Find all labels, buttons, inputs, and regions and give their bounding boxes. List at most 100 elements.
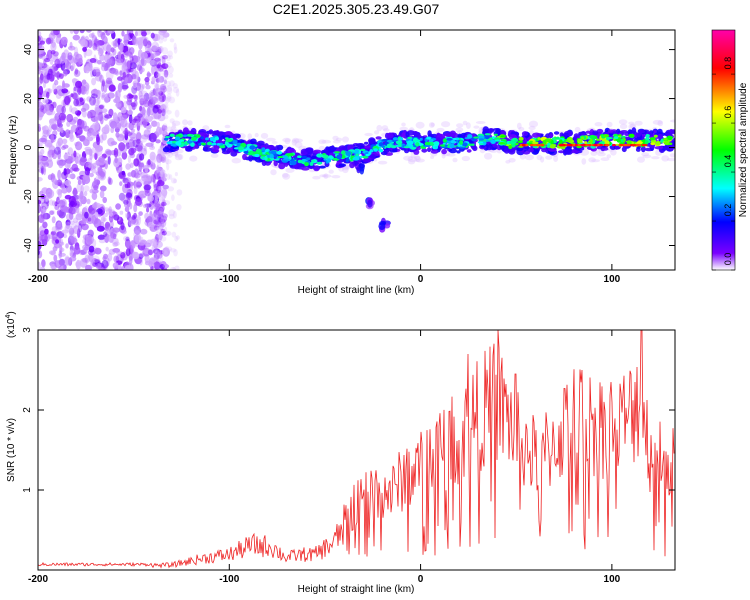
noise-blob [93, 202, 97, 211]
noise-blob [93, 88, 98, 94]
noise-blob [160, 214, 168, 220]
noise-blob [57, 149, 61, 160]
band-blob [585, 130, 591, 134]
noise-blob [90, 129, 97, 139]
noise-blob [69, 252, 73, 257]
band-blob [242, 153, 247, 161]
noise-blob [42, 75, 50, 84]
band-blob [202, 147, 212, 152]
noise-blob [121, 265, 125, 270]
noise-blob [77, 228, 81, 239]
noise-blob [38, 91, 42, 101]
noise-blob [125, 264, 131, 270]
noise-blob [103, 93, 110, 104]
noise-blob [78, 223, 83, 233]
noise-blob [160, 172, 164, 178]
noise-blob [171, 128, 177, 133]
noise-blob [94, 89, 102, 96]
noise-blob [157, 108, 162, 114]
noise-blob [168, 96, 176, 104]
noise-blob [52, 124, 58, 131]
noise-blob [62, 98, 66, 108]
noise-blob [79, 190, 84, 200]
noise-blob [83, 190, 88, 197]
band-blob [330, 145, 335, 153]
noise-blob [133, 212, 138, 219]
noise-blob [146, 71, 151, 79]
band-core [615, 143, 620, 146]
colorbar-tick-label: 0.4 [723, 155, 733, 168]
noise-blob [175, 88, 180, 97]
noise-blob [103, 30, 108, 33]
band-blob [466, 149, 472, 153]
noise-blob [148, 93, 152, 98]
noise-blob [104, 226, 110, 231]
noise-blob [129, 248, 134, 253]
noise-blob [175, 235, 180, 240]
band-blob [482, 126, 490, 134]
noise-blob [166, 96, 172, 102]
noise-blob [155, 241, 163, 248]
noise-blob [92, 162, 97, 170]
band-core [341, 150, 346, 156]
noise-blob [58, 112, 67, 121]
noise-blob [51, 200, 56, 207]
band-blob [208, 129, 214, 135]
noise-blob [38, 123, 41, 128]
noise-blob [161, 56, 166, 66]
noise-blob [128, 47, 135, 55]
snr-y-tick-label: 2 [22, 407, 33, 413]
band-blob [421, 148, 428, 153]
snr-x-tick-label: 100 [604, 574, 621, 585]
band-core [484, 133, 491, 136]
band-core [175, 141, 182, 146]
noise-blob [143, 203, 148, 209]
band-core [479, 138, 484, 141]
noise-blob [143, 192, 148, 197]
band-halo [408, 159, 416, 165]
band-halo [430, 122, 435, 127]
noise-blob [164, 159, 172, 165]
band-core [219, 145, 226, 149]
band-halo [518, 126, 525, 132]
band-halo [606, 121, 613, 128]
band-halo [342, 136, 349, 143]
noise-blob [163, 79, 167, 85]
band-blob [558, 150, 565, 154]
noise-blob [51, 231, 58, 242]
noise-blob [101, 260, 109, 269]
band-core [398, 142, 402, 147]
noise-blob [113, 147, 119, 158]
band-halo [475, 121, 486, 124]
band-core [186, 133, 193, 137]
noise-blob [74, 68, 79, 75]
noise-blob [112, 112, 118, 122]
band-halo [473, 125, 480, 129]
snr-x-label: Height of straight line (km) [298, 584, 415, 595]
noise-blob [147, 195, 155, 202]
noise-blob [173, 223, 178, 228]
noise-blob [135, 198, 142, 206]
band-core [518, 136, 524, 141]
noise-blob [139, 161, 145, 169]
noise-blob [174, 149, 179, 158]
band-core [428, 141, 435, 146]
noise-blob [38, 67, 41, 75]
noise-blob [86, 135, 90, 141]
band-blob [456, 150, 461, 154]
noise-blob [38, 261, 41, 270]
noise-blob [73, 30, 80, 35]
noise-blob [88, 164, 94, 169]
band-core [544, 138, 552, 143]
noise-blob [86, 130, 92, 137]
noise-blob [105, 70, 114, 81]
noise-blob [171, 194, 175, 201]
noise-blob [168, 174, 173, 180]
noise-blob [106, 58, 113, 65]
noise-blob [136, 64, 142, 71]
noise-blob [160, 169, 166, 175]
band-core [442, 138, 447, 143]
noise-blob [130, 102, 136, 108]
band-core [216, 143, 221, 146]
noise-blob [38, 36, 41, 42]
